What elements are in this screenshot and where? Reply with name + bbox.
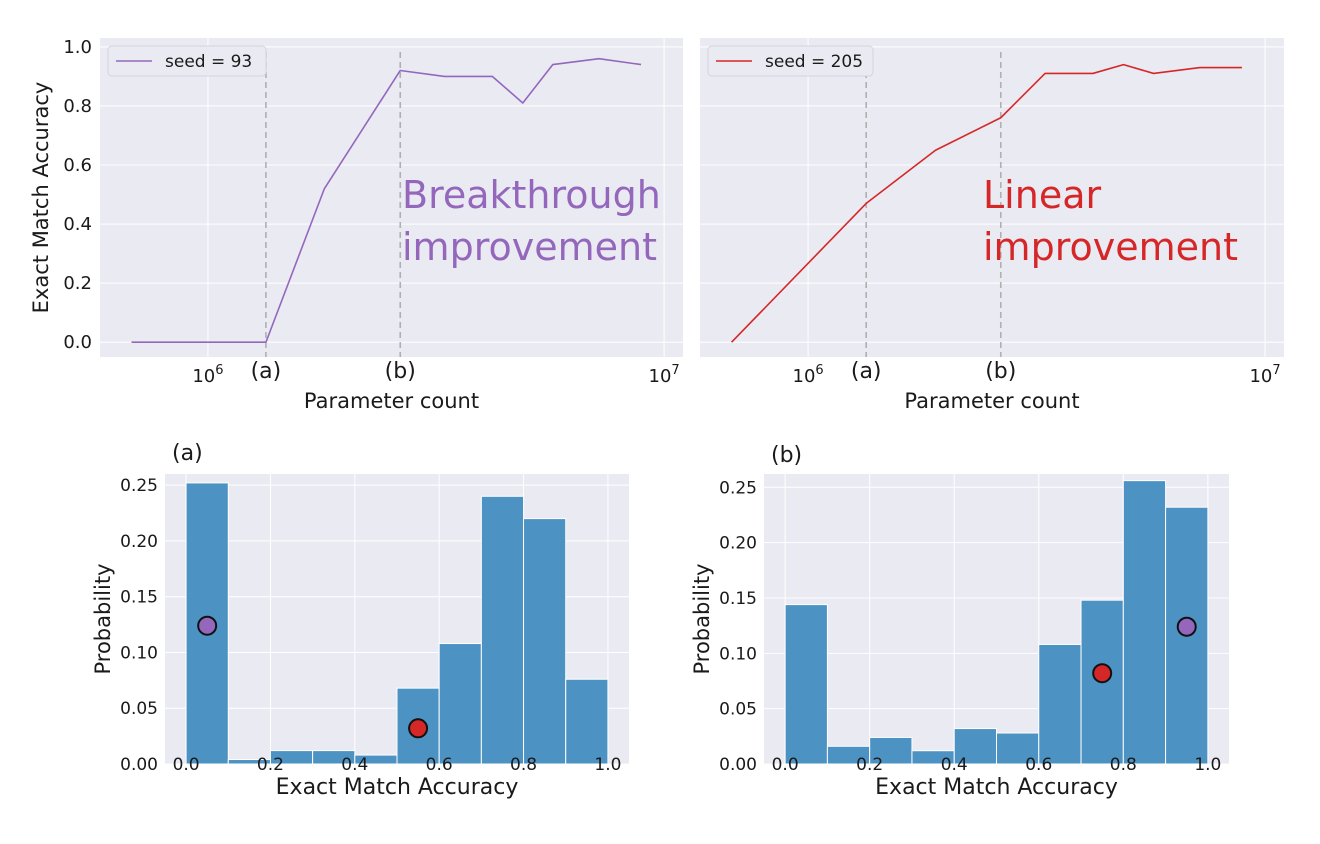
x-tick-label: 0.6: [1025, 755, 1052, 775]
x-axis-label: Parameter count: [304, 389, 479, 413]
y-tick-label: 0.20: [120, 532, 158, 552]
series-line: [131, 57, 642, 344]
marker-label: (b): [385, 359, 416, 384]
x-axis-label: Exact Match Accuracy: [875, 775, 1118, 800]
histogram-bar: [565, 678, 609, 765]
y-tick-label: 0.20: [719, 534, 757, 554]
y-tick-label: 0.05: [120, 699, 158, 719]
x-tick-label: 0.2: [856, 755, 883, 775]
y-tick-label: 0.4: [63, 214, 92, 235]
histogram-bar: [784, 604, 828, 765]
legend-box: [707, 45, 874, 77]
x-tick-label: 0.4: [941, 755, 968, 775]
y-tick-label: 0.10: [120, 643, 158, 663]
x-tick-label: 106: [793, 363, 824, 387]
x-tick-label: 1.0: [1194, 755, 1221, 775]
x-tick-label: 106: [192, 363, 223, 387]
histogram-bar: [1122, 480, 1167, 765]
histogram-bar: [438, 643, 482, 765]
seed-point-marker: [1092, 663, 1113, 684]
histogram-bar: [523, 518, 567, 765]
x-axis-label: Parameter count: [904, 389, 1079, 413]
y-tick-label: 0.00: [120, 755, 158, 775]
x-tick-label: 0.8: [1110, 755, 1137, 775]
y-tick-label: 1.0: [63, 37, 92, 58]
y-tick-label: 0.6: [63, 155, 92, 176]
seed-point-marker: [197, 615, 218, 636]
marker-label: (b): [985, 359, 1016, 384]
annotation-text: Linear: [983, 173, 1101, 217]
x-tick-label: 0.0: [173, 755, 200, 775]
annotation-text: improvement: [983, 225, 1238, 269]
x-tick-exponent: 7: [1272, 363, 1280, 378]
annotation-text: improvement: [402, 225, 657, 269]
x-tick-label: 1.0: [594, 755, 621, 775]
x-tick-label: 107: [1249, 363, 1280, 387]
x-tick-exponent: 7: [671, 363, 679, 378]
histogram-bar: [996, 732, 1040, 765]
x-tick-label: 107: [649, 363, 680, 387]
y-tick-label: 0.8: [63, 96, 92, 117]
y-tick-label: 0.05: [719, 700, 757, 720]
x-tick-label: 0.2: [257, 755, 284, 775]
histogram-panel-1: 0.0 0.2 0.4 0.6 0.8 1.0 0.00 0.05 0.10 0.15 0.20 0.…: [91, 441, 629, 800]
annotation-text: Breakthrough: [402, 173, 661, 217]
marker-label: (a): [851, 359, 882, 384]
x-tick-exponent: 6: [215, 363, 223, 378]
seed-point-marker: [408, 718, 429, 739]
legend-box: [107, 45, 267, 77]
marker-label: (a): [251, 359, 282, 384]
y-tick-label: 0.15: [719, 589, 757, 609]
series-line: [730, 63, 1242, 343]
histogram-panel-2: 0.0 0.2 0.4 0.6 0.8 1.0 0.00 0.05 0.10 0.15 0.20 0.…: [690, 443, 1229, 800]
y-axis-label: Exact Match Accuracy: [29, 82, 53, 314]
x-tick-label: 0.0: [772, 755, 799, 775]
y-axis-label: Probability: [690, 563, 714, 674]
panel-title: (a): [172, 441, 203, 466]
x-tick-base: 10: [649, 366, 672, 387]
x-tick-base: 10: [192, 366, 215, 387]
seed-point-marker: [1176, 616, 1197, 637]
x-tick-label: 0.6: [426, 755, 453, 775]
histogram-bar: [480, 495, 525, 765]
x-tick-exponent: 6: [815, 363, 823, 378]
y-tick-label: 0.10: [719, 644, 757, 664]
plot-area: [700, 38, 1284, 357]
x-tick-label: 0.4: [341, 755, 368, 775]
y-tick-label: 0.00: [719, 755, 757, 775]
x-tick-label: 0.8: [510, 755, 537, 775]
histogram-bar: [1038, 643, 1082, 765]
x-tick-base: 10: [1249, 366, 1272, 387]
x-axis-label: Exact Match Accuracy: [276, 775, 519, 800]
histogram-bar: [953, 728, 998, 765]
legend-label: seed = 93: [165, 52, 252, 72]
y-axis-label: Probability: [91, 563, 115, 674]
legend-label: seed = 205: [765, 52, 863, 72]
y-tick-label: 0.25: [120, 476, 158, 496]
y-tick-label: 0.15: [120, 588, 158, 608]
y-tick-label: 0.0: [63, 332, 92, 353]
panel-title: (b): [771, 443, 802, 468]
plot-area: [100, 38, 683, 357]
y-tick-label: 0.2: [63, 273, 92, 294]
x-tick-base: 10: [793, 366, 816, 387]
y-tick-label: 0.25: [719, 478, 757, 498]
